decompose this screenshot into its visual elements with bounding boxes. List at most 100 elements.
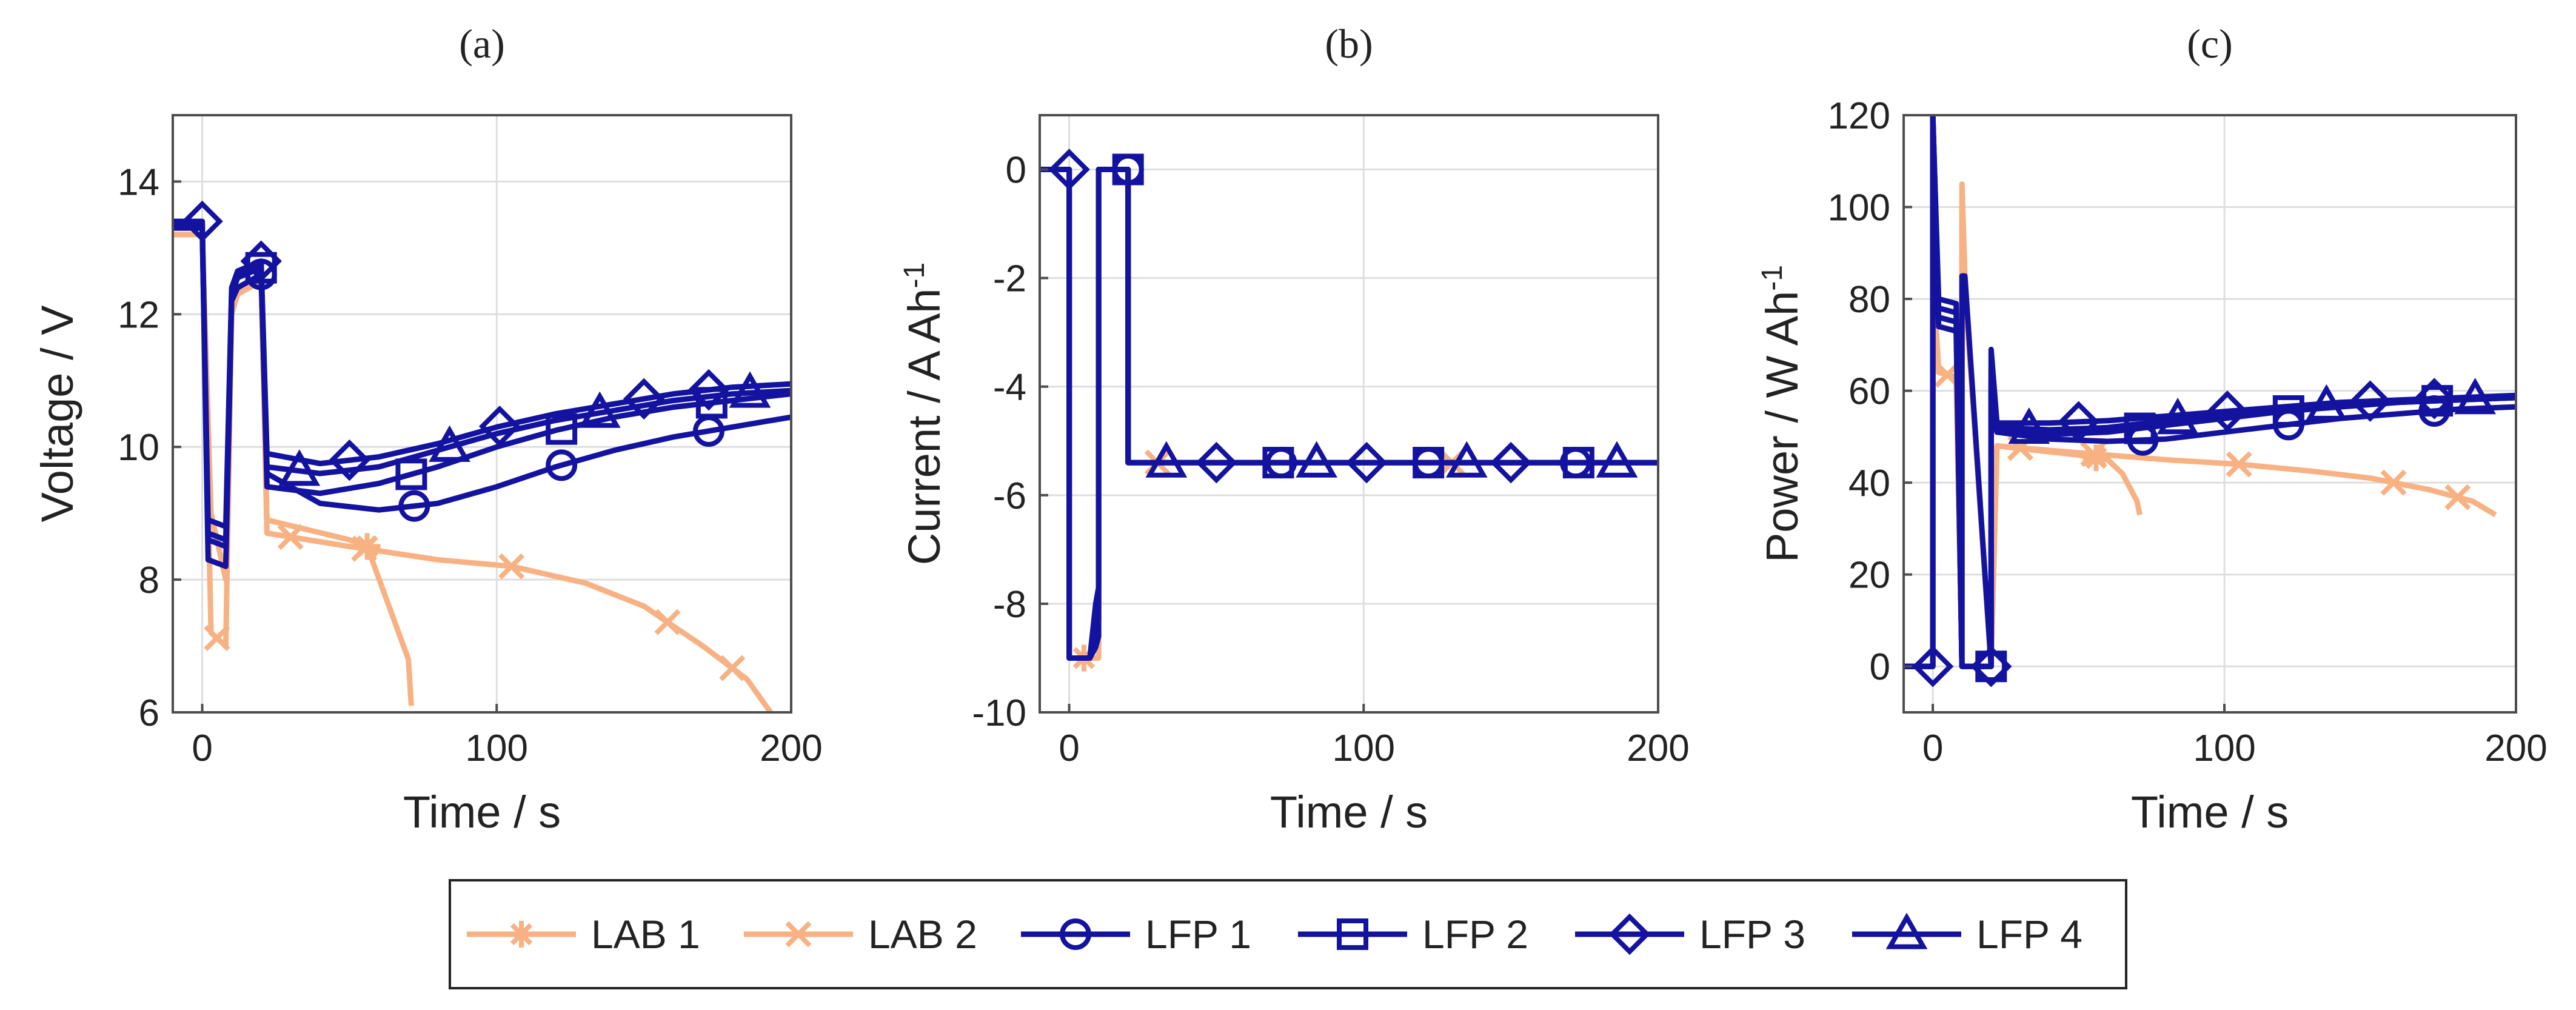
x-tick-label: 200 — [1627, 727, 1689, 769]
data-point-lfp-3 — [2349, 380, 2391, 422]
series-line-lfp-4 — [1040, 167, 1658, 661]
series-group — [1040, 149, 1658, 672]
y-axis-label-superscript: -1 — [898, 263, 931, 289]
y-tick-label: 20 — [1848, 555, 1890, 597]
legend-entry-lfp-4: LFP 4 — [1852, 912, 2083, 957]
y-tick-label: 40 — [1848, 463, 1890, 504]
y-tick-label: 10 — [118, 427, 159, 469]
x-tick-label: 0 — [1922, 727, 1943, 769]
data-point-lfp-2 — [395, 458, 427, 490]
x-tick-label: 100 — [1333, 727, 1395, 769]
y-axis-label: Power / W Ah-1 — [1756, 265, 1808, 563]
series-line-lfp-2 — [173, 222, 791, 549]
legend-marker — [1608, 913, 1651, 955]
legend-marker — [785, 921, 812, 948]
y-tick-label: 0 — [1006, 150, 1026, 192]
legend-entry-lfp-2: LFP 2 — [1298, 912, 1528, 957]
data-point-lfp-3 — [1970, 645, 2012, 687]
data-point-lfp-1 — [546, 449, 578, 481]
y-tick-label: 12 — [118, 294, 159, 336]
series-line-lfp-4 — [173, 225, 791, 543]
data-point-lab-2 — [654, 609, 681, 635]
legend-entry-lab-2: LAB 2 — [744, 912, 977, 957]
data-point-lfp-3 — [1196, 441, 1237, 484]
data-point-lab-2 — [204, 624, 230, 651]
data-point-lfp-4 — [578, 391, 621, 428]
legend-label: LFP 1 — [1145, 912, 1251, 957]
y-tick-label: -6 — [993, 475, 1026, 517]
legend: LAB 1 LAB 2 LFP 1 LFP 2 LFP 3 LFP 4 — [449, 879, 2127, 989]
data-point-lfp-3 — [1912, 645, 1954, 687]
data-point-lfp-4 — [2008, 407, 2050, 444]
legend-entry-lfp-1: LFP 1 — [1021, 912, 1251, 957]
data-point-lfp-4 — [2305, 384, 2347, 421]
chart-panel-3: (c) 0 100 200 0 20 40 60 80 100 120 Time / s Power /… — [1756, 21, 2548, 837]
panel-label: (b) — [1325, 21, 1373, 67]
x-axis-label: Time / s — [1270, 787, 1428, 837]
data-point-lfp-3 — [329, 439, 370, 481]
legend-marker — [508, 921, 535, 948]
y-tick-label: 60 — [1848, 371, 1890, 413]
series-group — [1904, 115, 2516, 687]
plot-area — [1040, 115, 1658, 712]
data-point-lfp-4 — [1596, 441, 1638, 478]
series-group — [173, 200, 791, 712]
data-point-lab-2 — [719, 655, 746, 681]
legend-box — [449, 879, 2127, 989]
data-point-lab-2 — [277, 524, 304, 550]
legend-label: LAB 2 — [868, 912, 977, 957]
legend-marker — [1337, 918, 1368, 950]
x-tick-label: 200 — [760, 727, 822, 769]
x-tick-label: 100 — [466, 727, 528, 769]
data-point-lab-2 — [498, 553, 525, 580]
data-point-lab-2 — [2226, 451, 2252, 478]
series-line-lab-2 — [1904, 204, 2497, 669]
data-point-lfp-4 — [2454, 378, 2497, 415]
legend-label: LFP 4 — [1976, 912, 2083, 957]
legend-label: LAB 1 — [591, 912, 700, 957]
data-point-lfp-3 — [2414, 378, 2455, 420]
data-point-lfp-4 — [278, 449, 321, 486]
panel-label: (c) — [2187, 21, 2232, 67]
data-point-lfp-3 — [1490, 441, 1532, 484]
legend-entry-lfp-3: LFP 3 — [1575, 912, 1805, 957]
y-axis-label: Current / A Ah-1 — [898, 263, 950, 565]
legend-label: LFP 2 — [1422, 912, 1528, 957]
x-tick-label: 0 — [192, 727, 212, 769]
data-point-lfp-4 — [1445, 441, 1488, 478]
data-point-lfp-3 — [478, 406, 521, 447]
y-tick-label: 0 — [1870, 646, 1890, 688]
y-tick-label: -2 — [993, 258, 1026, 300]
legend-label: LFP 3 — [1699, 912, 1805, 957]
legend-marker — [1885, 912, 1928, 949]
y-tick-label: 120 — [1828, 95, 1890, 137]
data-point-lfp-4 — [2156, 398, 2199, 435]
y-tick-label: 80 — [1848, 279, 1890, 321]
x-axis-label: Time / s — [403, 787, 561, 837]
y-tick-label: 8 — [139, 560, 159, 601]
x-axis-label: Time / s — [2131, 787, 2289, 837]
data-point-lab-2 — [2380, 469, 2407, 496]
data-point-lfp-4 — [1296, 441, 1337, 478]
plot-area — [173, 115, 791, 712]
y-tick-label: -4 — [993, 367, 1026, 409]
y-tick-label: 14 — [118, 161, 159, 203]
y-tick-label: 100 — [1828, 187, 1890, 229]
data-point-lab-2 — [2444, 484, 2471, 510]
data-point-lab-2 — [351, 535, 378, 562]
data-point-lab-2 — [2080, 441, 2107, 467]
data-point-lfp-3 — [623, 378, 665, 420]
legend-entry-lab-1: LAB 1 — [467, 912, 700, 957]
legend-marker — [1060, 918, 1091, 950]
data-point-lfp-4 — [429, 425, 470, 462]
axes-frame — [172, 114, 792, 714]
y-axis-label-superscript: -1 — [1756, 265, 1788, 291]
x-tick-label: 200 — [2484, 727, 2547, 769]
data-point-lfp-2 — [546, 413, 578, 445]
data-point-lfp-4 — [1145, 441, 1188, 478]
axes-frame — [1039, 114, 1659, 714]
data-point-lfp-4 — [729, 371, 771, 408]
axes-frame — [1902, 114, 2517, 714]
data-point-lfp-3 — [1345, 441, 1388, 484]
